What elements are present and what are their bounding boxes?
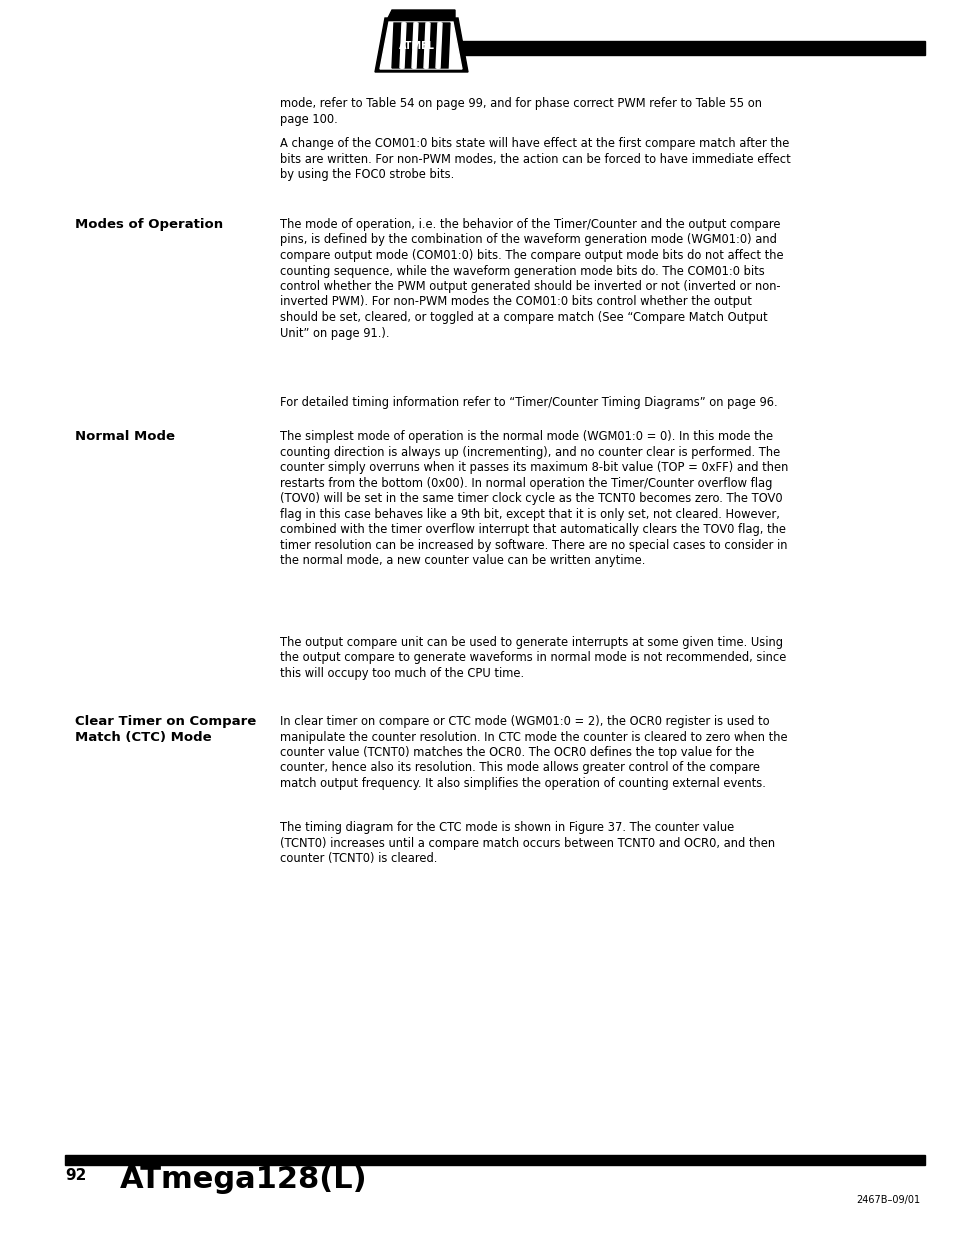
Polygon shape <box>388 10 455 19</box>
Text: the normal mode, a new counter value can be written anytime.: the normal mode, a new counter value can… <box>280 555 644 567</box>
Text: 2467B–09/01: 2467B–09/01 <box>855 1195 919 1205</box>
Text: this will occupy too much of the CPU time.: this will occupy too much of the CPU tim… <box>280 667 523 680</box>
Text: manipulate the counter resolution. In CTC mode the counter is cleared to zero wh: manipulate the counter resolution. In CT… <box>280 730 787 743</box>
Text: should be set, cleared, or toggled at a compare match (See “Compare Match Output: should be set, cleared, or toggled at a … <box>280 311 767 324</box>
Text: Match (CTC) Mode: Match (CTC) Mode <box>75 731 212 743</box>
Text: the output compare to generate waveforms in normal mode is not recommended, sinc: the output compare to generate waveforms… <box>280 652 785 664</box>
Text: compare output mode (COM01:0) bits. The compare output mode bits do not affect t: compare output mode (COM01:0) bits. The … <box>280 249 782 262</box>
Text: counter, hence also its resolution. This mode allows greater control of the comp: counter, hence also its resolution. This… <box>280 762 760 774</box>
Text: combined with the timer overflow interrupt that automatically clears the TOV0 fl: combined with the timer overflow interru… <box>280 522 785 536</box>
Text: (TCNT0) increases until a compare match occurs between TCNT0 and OCR0, and then: (TCNT0) increases until a compare match … <box>280 836 774 850</box>
Text: counter (TCNT0) is cleared.: counter (TCNT0) is cleared. <box>280 852 436 864</box>
Text: For detailed timing information refer to “Timer/Counter Timing Diagrams” on page: For detailed timing information refer to… <box>280 396 777 409</box>
Text: flag in this case behaves like a 9th bit, except that it is only set, not cleare: flag in this case behaves like a 9th bit… <box>280 508 779 520</box>
Polygon shape <box>399 23 406 68</box>
Text: timer resolution can be increased by software. There are no special cases to con: timer resolution can be increased by sof… <box>280 538 786 552</box>
Text: The output compare unit can be used to generate interrupts at some given time. U: The output compare unit can be used to g… <box>280 636 782 650</box>
Bar <box>455 41 924 56</box>
Text: bits are written. For non-PWM modes, the action can be forced to have immediate : bits are written. For non-PWM modes, the… <box>280 152 790 165</box>
Text: The timing diagram for the CTC mode is shown in Figure 37. The counter value: The timing diagram for the CTC mode is s… <box>280 821 734 834</box>
Text: inverted PWM). For non-PWM modes the COM01:0 bits control whether the output: inverted PWM). For non-PWM modes the COM… <box>280 295 751 309</box>
Text: (TOV0) will be set in the same timer clock cycle as the TCNT0 becomes zero. The : (TOV0) will be set in the same timer clo… <box>280 492 781 505</box>
Polygon shape <box>439 23 450 68</box>
Text: Clear Timer on Compare: Clear Timer on Compare <box>75 715 256 727</box>
Text: A change of the COM01:0 bits state will have effect at the first compare match a: A change of the COM01:0 bits state will … <box>280 137 788 149</box>
Polygon shape <box>403 23 414 68</box>
Text: Modes of Operation: Modes of Operation <box>75 219 223 231</box>
Text: control whether the PWM output generated should be inverted or not (inverted or : control whether the PWM output generated… <box>280 280 780 293</box>
Polygon shape <box>379 22 461 69</box>
Text: match output frequency. It also simplifies the operation of counting external ev: match output frequency. It also simplifi… <box>280 777 765 790</box>
Text: Unit” on page 91.).: Unit” on page 91.). <box>280 326 389 340</box>
Polygon shape <box>423 23 430 68</box>
Text: page 100.: page 100. <box>280 112 337 126</box>
Text: restarts from the bottom (0x00). In normal operation the Timer/Counter overflow : restarts from the bottom (0x00). In norm… <box>280 477 772 489</box>
Text: 92: 92 <box>65 1168 87 1183</box>
Text: ATMEL: ATMEL <box>398 41 435 51</box>
Polygon shape <box>428 23 437 68</box>
Text: pins, is defined by the combination of the waveform generation mode (WGM01:0) an: pins, is defined by the combination of t… <box>280 233 776 247</box>
Text: Normal Mode: Normal Mode <box>75 430 174 443</box>
Polygon shape <box>412 23 417 68</box>
Text: The simplest mode of operation is the normal mode (WGM01:0 = 0). In this mode th: The simplest mode of operation is the no… <box>280 430 772 443</box>
Text: counter value (TCNT0) matches the OCR0. The OCR0 defines the top value for the: counter value (TCNT0) matches the OCR0. … <box>280 746 754 760</box>
Text: by using the FOC0 strobe bits.: by using the FOC0 strobe bits. <box>280 168 454 182</box>
Text: ATmega128(L): ATmega128(L) <box>120 1165 367 1194</box>
Text: counting direction is always up (incrementing), and no counter clear is performe: counting direction is always up (increme… <box>280 446 780 458</box>
Text: counter simply overruns when it passes its maximum 8-bit value (TOP = 0xFF) and : counter simply overruns when it passes i… <box>280 461 787 474</box>
Text: The mode of operation, i.e. the behavior of the Timer/Counter and the output com: The mode of operation, i.e. the behavior… <box>280 219 780 231</box>
Bar <box>65 1155 924 1165</box>
Text: counting sequence, while the waveform generation mode bits do. The COM01:0 bits: counting sequence, while the waveform ge… <box>280 264 764 278</box>
Text: In clear timer on compare or CTC mode (WGM01:0 = 2), the OCR0 register is used t: In clear timer on compare or CTC mode (W… <box>280 715 769 727</box>
Text: mode, refer to Table 54 on page 99, and for phase correct PWM refer to Table 55 : mode, refer to Table 54 on page 99, and … <box>280 98 761 110</box>
Polygon shape <box>375 19 468 72</box>
Polygon shape <box>416 23 426 68</box>
Polygon shape <box>392 23 401 68</box>
Polygon shape <box>436 23 441 68</box>
